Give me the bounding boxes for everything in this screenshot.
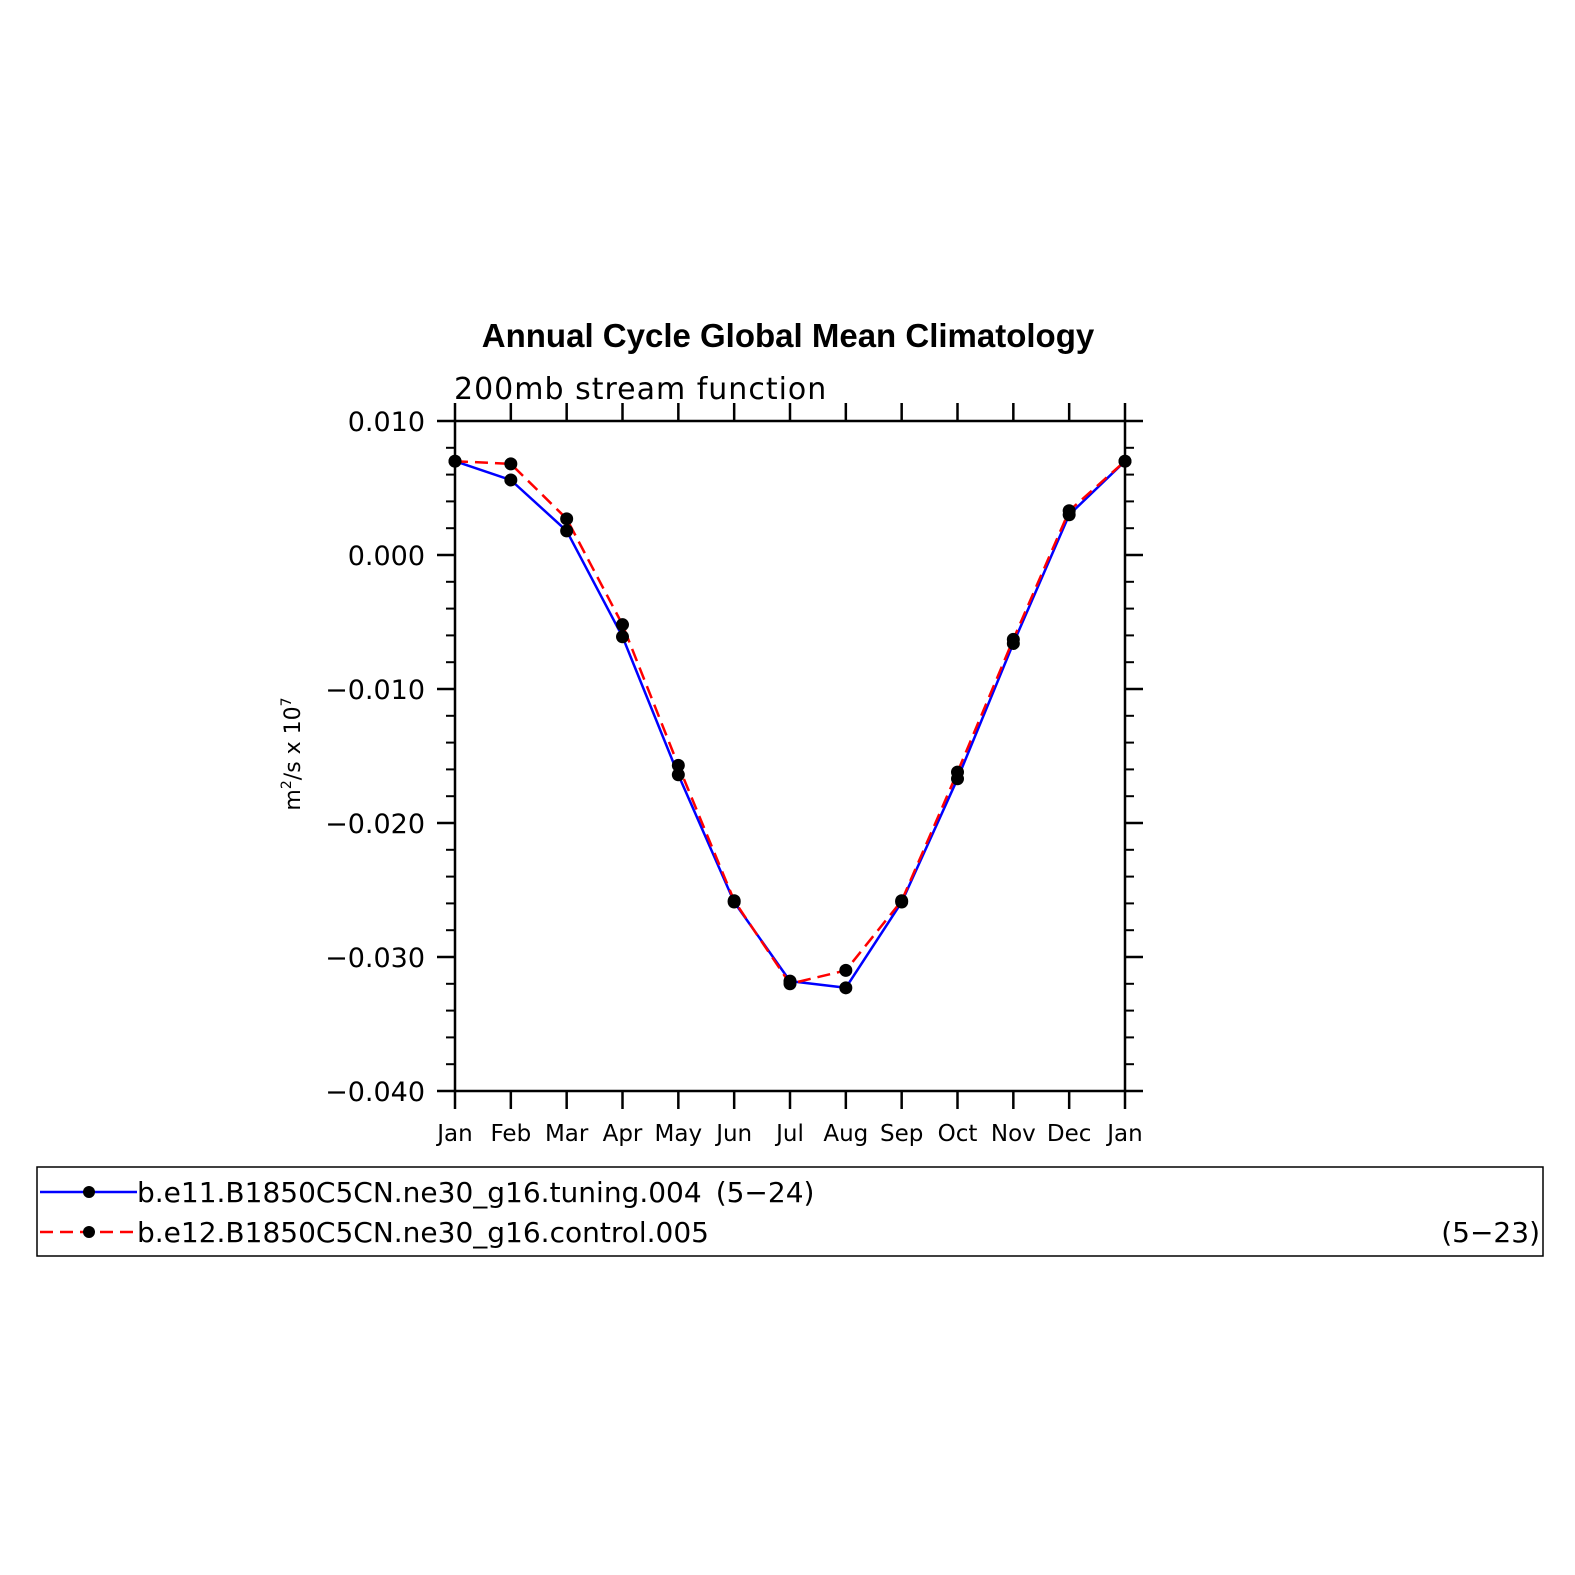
x-tick-label: Jun <box>714 1121 752 1147</box>
data-point-series-2 <box>448 454 462 468</box>
legend-box <box>36 1166 1544 1257</box>
data-point-series-2 <box>895 894 909 908</box>
y-tick-label: 0.000 <box>348 541 425 572</box>
legend-label-series-2: b.e12.B1850C5CN.ne30_g16.control.005 <box>137 1216 709 1249</box>
data-point-series-1 <box>560 524 574 538</box>
data-point-series-2 <box>727 894 741 908</box>
y-tick-label: 0.010 <box>348 407 425 438</box>
y-tick-label: −0.030 <box>325 943 425 974</box>
x-tick-label: Sep <box>880 1121 923 1147</box>
x-tick-label: Jul <box>774 1121 804 1147</box>
y-tick-labels: 0.010 0.000 −0.010 −0.020 −0.030 −0.040 <box>325 407 425 1108</box>
y-tick-label: −0.020 <box>325 809 425 840</box>
data-point-series-1 <box>839 981 853 995</box>
axis-ticks <box>437 403 1143 1109</box>
y-axis-label: m2/s x 107 <box>279 697 306 810</box>
x-tick-label: Nov <box>991 1121 1036 1147</box>
legend-label-series-1: b.e11.B1850C5CN.ne30_g16.tuning.004 (5−24… <box>137 1176 814 1209</box>
legend: b.e11.B1850C5CN.ne30_g16.tuning.004 (5−24… <box>36 1166 1544 1257</box>
chart-title: Annual Cycle Global Mean Climatology <box>482 317 1095 354</box>
legend-years-series-2: (5−23) <box>1441 1216 1540 1249</box>
data-point-series-2 <box>671 758 685 772</box>
chart-subtitle: 200mb stream function <box>454 372 827 407</box>
x-tick-labels: Jan Feb Mar Apr May Jun Jul Aug Sep Oct Nov Dec Jan <box>435 1121 1142 1147</box>
x-tick-label: Aug <box>823 1121 868 1147</box>
data-point-series-1 <box>671 768 685 782</box>
x-tick-label: Jan <box>1105 1121 1142 1147</box>
x-tick-label: Feb <box>490 1121 531 1147</box>
series-group <box>448 454 1132 995</box>
data-point-series-2 <box>1118 454 1132 468</box>
data-point-series-2 <box>783 977 797 991</box>
data-point-series-2 <box>504 457 518 471</box>
data-point-series-2 <box>616 618 629 632</box>
x-tick-label: Mar <box>545 1121 589 1147</box>
data-point-series-1 <box>504 473 518 487</box>
y-tick-label: −0.040 <box>325 1077 425 1108</box>
y-tick-label: −0.010 <box>325 675 425 706</box>
x-tick-label: May <box>655 1121 703 1147</box>
x-tick-label: Dec <box>1047 1121 1092 1147</box>
data-point-series-2 <box>1062 504 1076 518</box>
series-line-1 <box>454 460 1126 990</box>
data-point-series-2 <box>839 963 853 977</box>
legend-marker-series-2 <box>83 1226 95 1238</box>
x-tick-label: Oct <box>938 1121 978 1147</box>
series-line-2 <box>454 459 1126 986</box>
data-point-series-2 <box>951 765 964 779</box>
x-tick-label: Jan <box>435 1121 472 1147</box>
data-point-series-1 <box>616 630 629 644</box>
data-point-series-2 <box>560 512 574 526</box>
x-tick-label: Apr <box>603 1121 643 1147</box>
data-point-series-2 <box>1006 632 1020 646</box>
legend-marker-series-1 <box>83 1186 95 1198</box>
